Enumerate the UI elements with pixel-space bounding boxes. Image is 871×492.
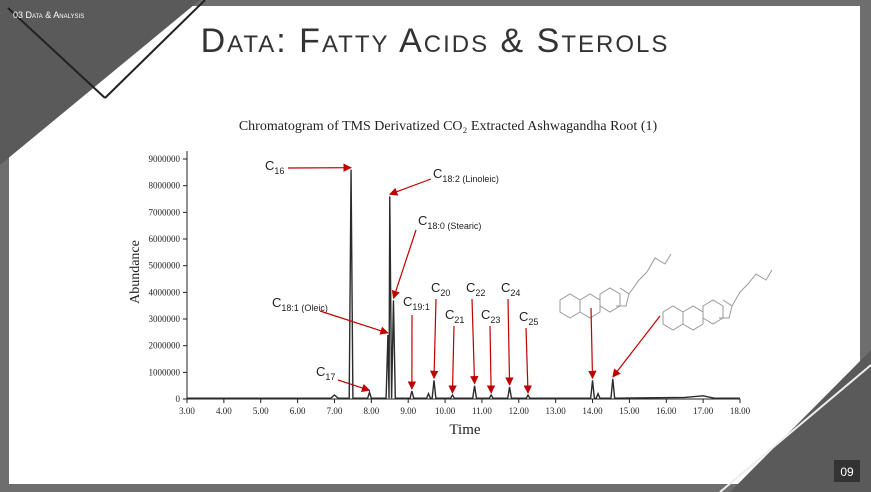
- x-tick-label: 15.00: [619, 406, 640, 416]
- peak-label-main: C: [433, 166, 442, 181]
- peak-label-main: C: [431, 280, 440, 295]
- x-tick-label: 14.00: [582, 406, 603, 416]
- slide-title: Data: Fatty Acids & Sterols: [201, 22, 670, 60]
- annotation-arrow: [337, 379, 371, 392]
- page-number: 09: [840, 465, 854, 479]
- peak-label: C24: [501, 280, 520, 298]
- annotation-arrow: [429, 298, 439, 380]
- corner-decor: [730, 350, 871, 492]
- peak-label-main: C: [316, 364, 325, 379]
- x-tick-label: 9.00: [400, 406, 416, 416]
- peak-label-main: C: [445, 307, 454, 322]
- annotation-arrow: [505, 298, 514, 386]
- y-tick-label: 6000000: [149, 234, 181, 244]
- peak-label-sub: 22: [475, 288, 485, 298]
- peak-label-sub: 16: [274, 166, 284, 176]
- peak-label: C19:1: [403, 294, 430, 312]
- peak-label-main: C: [481, 307, 490, 322]
- y-tick-label: 7000000: [149, 207, 181, 217]
- y-axis-label: Abundance: [128, 240, 143, 304]
- corner-decor: [0, 0, 200, 165]
- peak-label-sub: 18:2 (Linoleic): [442, 174, 499, 184]
- peak-label-main: C: [265, 158, 274, 173]
- peak-label: C22: [466, 280, 485, 298]
- peak-label-main: C: [272, 295, 281, 310]
- slide-card: [9, 6, 860, 484]
- y-tick-label: 9000000: [149, 154, 181, 164]
- peak-label-sub: 25: [528, 317, 538, 327]
- x-tick-label: 3.00: [179, 406, 195, 416]
- x-tick-label: 8.00: [363, 406, 379, 416]
- x-tick-label: 5.00: [253, 406, 269, 416]
- y-tick-label: 0: [176, 394, 181, 404]
- y-tick-label: 4000000: [149, 287, 181, 297]
- x-tick-label: 16.00: [656, 406, 677, 416]
- chart-title: Chromatogram of TMS Derivatized CO₂ Extr…: [239, 119, 658, 134]
- peak-label-sub: 19:1: [412, 302, 430, 312]
- y-tick-label: 8000000: [149, 181, 181, 191]
- peak-label-sub: 17: [325, 372, 335, 382]
- peak-label: C16: [265, 158, 284, 176]
- annotation-arrow: [470, 298, 479, 385]
- x-tick-label: 12.00: [509, 406, 530, 416]
- x-tick-label: 11.00: [472, 406, 492, 416]
- page-box: [834, 460, 860, 482]
- annotation-arrow: [388, 178, 432, 196]
- decor-line: [719, 364, 871, 492]
- x-axis-label: Time: [449, 422, 480, 438]
- peak-label-main: C: [501, 280, 510, 295]
- decor-line: [7, 7, 106, 99]
- x-tick-label: 17.00: [693, 406, 714, 416]
- decor-line: [104, 0, 206, 99]
- annotation-arrow: [448, 325, 457, 394]
- x-tick-label: 18.00: [730, 406, 751, 416]
- peak-label: C23: [481, 307, 500, 325]
- x-tick-label: 4.00: [216, 406, 232, 416]
- y-tick-label: 1000000: [149, 367, 181, 377]
- chromatogram-line: [187, 169, 740, 399]
- sterol-structure: [559, 253, 773, 331]
- y-tick-label: 2000000: [149, 341, 181, 351]
- peak-label: C18:0 (Stearic): [418, 213, 481, 231]
- peak-label-main: C: [519, 309, 528, 324]
- peak-label-main: C: [403, 294, 412, 309]
- y-tick-label: 5000000: [149, 261, 181, 271]
- annotation-arrow: [319, 310, 389, 335]
- peak-label-main: C: [418, 213, 427, 228]
- section-label: 03 Data & Analysis: [13, 10, 84, 20]
- peak-label-main: C: [466, 280, 475, 295]
- x-tick-label: 13.00: [546, 406, 567, 416]
- peak-label: C18:2 (Linoleic): [433, 166, 499, 184]
- annotation-arrow: [391, 229, 417, 300]
- x-tick-label: 10.00: [435, 406, 456, 416]
- annotation-arrow: [523, 327, 532, 394]
- sterol-arrow: [612, 315, 661, 378]
- peak-label: C18:1 (Oleic): [272, 295, 328, 313]
- peak-label: C20: [431, 280, 450, 298]
- peak-label-sub: 20: [440, 288, 450, 298]
- peak-label-sub: 21: [454, 315, 464, 325]
- x-tick-label: 7.00: [327, 406, 343, 416]
- x-tick-label: 6.00: [290, 406, 306, 416]
- peak-label-sub: 24: [510, 288, 520, 298]
- y-tick-label: 3000000: [149, 314, 181, 324]
- peak-label: C17: [316, 364, 335, 382]
- peak-label-sub: 18:1 (Oleic): [281, 303, 328, 313]
- annotation-arrow: [486, 325, 496, 394]
- peak-label: C21: [445, 307, 464, 325]
- peak-label-sub: 18:0 (Stearic): [427, 221, 481, 231]
- sterol-arrow: [588, 307, 597, 380]
- peak-label-sub: 23: [490, 315, 500, 325]
- peak-label: C25: [519, 309, 538, 327]
- plot: 0 1000000 2000000 3000000 4000000 5000000 6000…: [149, 151, 751, 416]
